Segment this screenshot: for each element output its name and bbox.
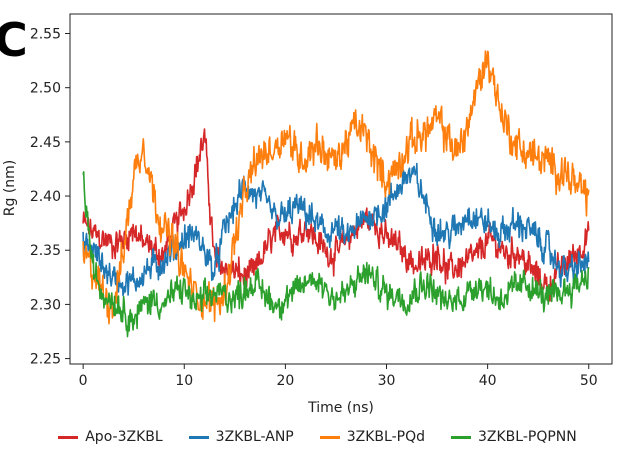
y-tick-label: 2.25 <box>30 352 61 368</box>
rg-line-chart: C 0 10 20 30 40 50 2.25 2.30 2.35 2.40 2.45 2.50 2.5… <box>0 13 613 416</box>
x-tick-label: 40 <box>479 373 497 389</box>
series-line-2 <box>82 162 590 297</box>
y-tick-label: 2.45 <box>30 135 61 151</box>
legend-swatch <box>188 435 209 439</box>
y-tick-label: 2.50 <box>30 81 61 97</box>
legend-item: 3ZKBL-PQd <box>319 429 425 445</box>
plot-frame <box>69 13 613 365</box>
x-tick-label: 0 <box>79 373 88 389</box>
legend-label: 3ZKBL-PQPNN <box>478 429 577 445</box>
series-layer <box>82 50 590 338</box>
legend-label: Apo-3ZKBL <box>85 429 163 445</box>
x-axis-title: Time (ns) <box>307 400 374 416</box>
axes: 0 10 20 30 40 50 2.25 2.30 2.35 2.40 2.45 2.50 2.55 <box>30 13 613 389</box>
series-line-4 <box>82 171 590 338</box>
x-tick-label: 50 <box>580 373 598 389</box>
legend-label: 3ZKBL-PQd <box>346 429 425 445</box>
x-tick-label: 10 <box>175 373 193 389</box>
y-tick-label: 2.40 <box>30 189 61 205</box>
panel-label: C <box>0 13 28 67</box>
series-line-3 <box>82 50 590 325</box>
legend: Apo-3ZKBL 3ZKBL-ANP 3ZKBL-PQd 3ZKBL-PQPNN <box>0 422 635 452</box>
y-tick-label: 2.35 <box>30 243 61 259</box>
y-tick-label: 2.55 <box>30 27 61 43</box>
legend-item: 3ZKBL-PQPNN <box>451 429 577 445</box>
x-tick-label: 30 <box>378 373 396 389</box>
x-tick-label: 20 <box>276 373 294 389</box>
y-tick-label: 2.30 <box>30 297 61 313</box>
y-axis-title: Rg (nm) <box>2 160 18 217</box>
legend-item: 3ZKBL-ANP <box>188 429 294 445</box>
legend-swatch <box>319 435 340 439</box>
legend-swatch <box>451 435 471 439</box>
legend-swatch <box>58 435 79 439</box>
legend-label: 3ZKBL-ANP <box>215 429 294 445</box>
legend-item: Apo-3ZKBL <box>58 429 163 445</box>
